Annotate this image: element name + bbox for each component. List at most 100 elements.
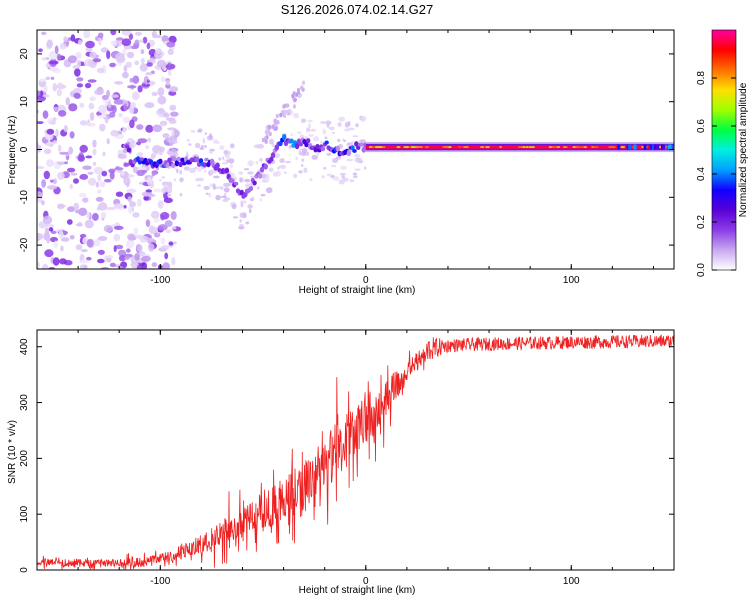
heat-blob [157, 95, 167, 105]
heat-haze [159, 152, 163, 156]
heat-blob [97, 189, 102, 194]
heat-haze [245, 221, 250, 225]
ridge-point [124, 144, 130, 149]
heat-blob [49, 67, 59, 72]
ridge-point [202, 162, 207, 168]
steady-tone-flicker [371, 146, 376, 148]
heat-blob [115, 37, 124, 41]
heat-haze [297, 131, 302, 134]
spectrogram-xtick-label: -100 [150, 275, 170, 286]
heat-blob [67, 55, 77, 64]
heat-blob [113, 225, 124, 230]
snr-ylabel: SNR (10 * v/v) [7, 420, 18, 484]
heat-haze [295, 156, 299, 160]
heat-blob [157, 224, 168, 231]
heat-blob [48, 60, 59, 65]
heat-blob [126, 188, 137, 193]
heat-blob [103, 224, 113, 233]
heat-blob [109, 62, 116, 68]
heat-blob [77, 39, 83, 46]
ridge-point [298, 142, 303, 147]
heat-blob [44, 249, 54, 258]
ridge-point [346, 149, 352, 157]
heat-blob [54, 45, 59, 54]
steady-tone-flicker [396, 146, 401, 148]
heat-haze [308, 123, 311, 129]
heat-blob [146, 42, 151, 50]
heat-streak [292, 104, 296, 109]
heat-blob [151, 173, 155, 177]
spectrogram-ytick-label: -10 [19, 190, 30, 205]
heat-blob [79, 120, 88, 126]
heat-blob [56, 89, 63, 97]
heat-blob [133, 227, 139, 235]
heat-blob [143, 195, 149, 201]
heat-haze [244, 178, 250, 183]
heat-haze [293, 173, 298, 179]
heat-haze [311, 154, 318, 160]
heat-haze [194, 166, 198, 170]
heat-blob [97, 258, 105, 264]
heat-blob [154, 34, 162, 39]
heat-blob [59, 258, 67, 265]
heat-blob [106, 50, 111, 60]
heat-haze [233, 216, 239, 219]
heat-blob [153, 188, 162, 193]
heat-haze [341, 175, 345, 179]
heat-haze [238, 171, 244, 175]
heat-blob [50, 76, 55, 80]
heat-haze [188, 143, 192, 146]
heat-haze [326, 152, 332, 156]
heat-blob [37, 261, 41, 269]
heat-haze [174, 136, 178, 141]
heat-blob [52, 83, 58, 92]
colorbar-ticks: 0.0 0.2 0.4 0.6 0.8 [696, 71, 736, 277]
heat-haze [202, 137, 206, 144]
heat-haze [166, 150, 174, 155]
steady-tone-flicker [457, 146, 462, 148]
heat-haze [204, 169, 207, 173]
heat-blob [92, 161, 97, 166]
heat-blob [148, 226, 159, 235]
spectrogram-xlabel: Height of straight line (km) [299, 285, 416, 296]
heat-blob [47, 185, 57, 190]
heat-blob [113, 99, 124, 105]
heat-haze [244, 168, 250, 171]
chart-title: S126.2026.074.02.14.G27 [281, 2, 434, 17]
heat-haze [337, 156, 342, 160]
heat-blob [46, 56, 50, 61]
heat-blob [150, 210, 160, 219]
steady-tone-flicker [382, 146, 386, 148]
heat-streak [282, 104, 286, 109]
heat-blob [99, 123, 106, 132]
steady-tone-flicker [579, 146, 584, 148]
heat-haze [223, 150, 229, 155]
heat-blob [155, 48, 162, 54]
heat-haze [166, 193, 172, 197]
heat-blob [89, 112, 95, 121]
heat-streak [279, 112, 283, 118]
heat-blob [46, 128, 55, 135]
heat-blob [65, 97, 71, 106]
heat-blob [106, 89, 110, 98]
heat-blob [168, 90, 177, 96]
ridge-point [195, 156, 200, 163]
heat-blob [74, 209, 85, 214]
heat-blob [109, 111, 116, 118]
heat-blob [106, 138, 110, 145]
heat-haze [163, 184, 169, 189]
heat-blob [101, 170, 108, 177]
heat-streak [261, 137, 265, 143]
heat-blob [170, 211, 177, 220]
heat-streak [285, 109, 289, 115]
steady-tone-end [662, 144, 666, 150]
snr-series-line [37, 334, 674, 570]
ridge-point [176, 156, 181, 162]
heat-haze [309, 178, 313, 181]
snr-ticks: -100 0 100 0 100 200 300 400 [19, 330, 674, 587]
heat-blob [37, 145, 42, 153]
heat-blob [73, 92, 81, 99]
heat-blob [56, 172, 65, 180]
heat-haze [355, 123, 359, 128]
heat-haze [249, 162, 252, 167]
